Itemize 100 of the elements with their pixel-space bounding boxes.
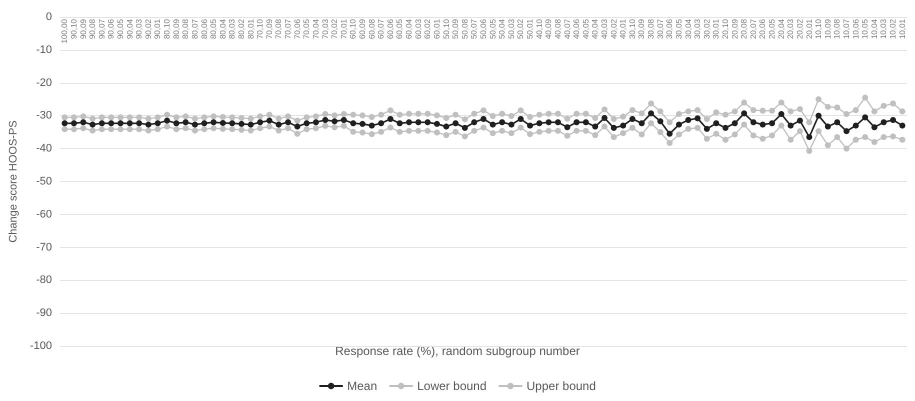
x-tick-label: 90,02 (144, 18, 153, 40)
x-tick-label: 20,10 (721, 18, 730, 40)
legend-label: Lower bound (417, 379, 487, 393)
x-tick-label: 20,04 (776, 18, 786, 40)
x-tick-label: 50,08 (460, 18, 470, 40)
x-tick-label: 20,03 (786, 18, 796, 40)
y-tick-label: 0 (46, 11, 52, 23)
x-tick-label: 50,07 (470, 18, 479, 40)
x-tick-label: 10,02 (888, 18, 898, 40)
y-tick-label: -10 (36, 44, 52, 56)
x-tick-label: 70,09 (264, 18, 274, 40)
x-tick-label: 90,05 (116, 18, 125, 40)
x-tick-label: 30,05 (674, 18, 684, 40)
x-tick-label: 40,09 (544, 18, 554, 40)
x-tick-label: 80,05 (209, 18, 218, 40)
x-tick-label: 20,01 (804, 18, 814, 40)
y-axis-title: Change score HOOS-PS (8, 120, 20, 243)
x-tick-label: 30,10 (628, 18, 637, 40)
x-tick-label: 80,02 (237, 18, 246, 40)
x-tick-label: 90,06 (106, 18, 116, 40)
y-tick-label: -60 (36, 208, 52, 220)
x-tick-label: 50,01 (526, 18, 535, 40)
x-tick-label: 50,04 (498, 18, 507, 40)
x-tick-label: 60,06 (386, 18, 395, 40)
x-tick-label: 20,08 (740, 18, 749, 40)
x-tick-label: 50,09 (451, 18, 460, 40)
x-tick-label: 40,10 (534, 18, 544, 40)
x-tick-label: 50,02 (516, 18, 526, 40)
x-tick-label: 70,03 (320, 18, 330, 40)
legend-label: Upper bound (526, 379, 596, 393)
x-tick-label: 30,07 (656, 18, 665, 40)
x-tick-label: 10,01 (898, 18, 907, 40)
x-tick-label: 40,04 (590, 18, 600, 40)
x-tick-label: 80,03 (228, 18, 237, 40)
x-tick-label: 20,09 (730, 18, 740, 40)
x-tick-label: 10,04 (870, 18, 879, 40)
x-tick-label: 50,05 (488, 18, 498, 40)
x-tick-label: 90,03 (134, 18, 144, 40)
x-tick-label: 30,01 (712, 18, 721, 40)
y-tick-label: -40 (36, 142, 52, 155)
x-tick-label: 40,03 (600, 18, 609, 40)
x-tick-label: 40,06 (572, 18, 582, 40)
x-tick-label: 80,04 (218, 18, 228, 40)
x-tick-label: 80,10 (162, 18, 172, 40)
x-tick-label: 70,07 (284, 18, 293, 40)
x-tick-label: 90,01 (153, 18, 162, 40)
y-tick-label: -20 (36, 76, 52, 89)
x-tick-label: 70,02 (330, 18, 340, 40)
x-tick-label: 60,08 (367, 18, 376, 40)
x-tick-label: 80,07 (190, 18, 200, 40)
x-tick-label: 10,06 (851, 18, 860, 40)
x-tick-label: 70,10 (256, 18, 265, 40)
x-tick-label: 30,08 (646, 18, 656, 40)
x-tick-label: 90,09 (78, 18, 88, 40)
x-tick-label: 60,05 (395, 18, 404, 40)
x-tick-label: 60,07 (376, 18, 386, 40)
x-tick-label: 70,05 (302, 18, 312, 40)
x-tick-label: 40,07 (562, 18, 572, 40)
x-tick-label: 90,04 (125, 18, 134, 40)
y-tick-label: -80 (36, 274, 52, 286)
x-tick-label: 70,06 (292, 18, 302, 40)
x-tick-label: 70,01 (339, 18, 348, 40)
x-axis-title: Response rate (%), random subgroup number (335, 344, 580, 358)
x-tick-label: 40,01 (618, 18, 628, 40)
x-tick-label: 40,05 (581, 18, 590, 40)
x-tick-label: 20,07 (748, 18, 758, 40)
x-tick-label: 60,09 (358, 18, 367, 40)
x-tick-label: 60,02 (423, 18, 432, 40)
x-tick-label: 40,02 (609, 18, 618, 40)
x-tick-label: 60,10 (348, 18, 358, 40)
x-tick-label: 60,04 (404, 18, 414, 40)
x-tick-label: 70,04 (311, 18, 320, 40)
y-tick-label: -30 (36, 110, 52, 122)
x-tick-label: 90,08 (88, 18, 98, 40)
x-tick-label: 80,01 (246, 18, 256, 40)
x-tick-label: 10,10 (814, 18, 824, 40)
x-tick-label: 30,06 (665, 18, 674, 40)
y-tick-label: -100 (30, 340, 52, 352)
legend-label: Mean (347, 379, 378, 393)
x-tick-label: 50,03 (506, 18, 516, 40)
x-tick-label: 80,06 (200, 18, 209, 40)
x-tick-label: 60,01 (432, 18, 442, 40)
x-tick-label: 20,06 (758, 18, 768, 40)
x-tick-label: 10,05 (860, 18, 870, 40)
x-tick-label: 10,08 (832, 18, 842, 40)
x-tick-label: 70,08 (274, 18, 284, 40)
x-tick-label: 40,08 (553, 18, 562, 40)
y-tick-label: -90 (36, 307, 52, 320)
x-tick-label: 30,09 (637, 18, 646, 40)
x-tick-label: 30,04 (684, 18, 693, 40)
y-tick-label: -50 (36, 176, 52, 188)
x-tick-label: 80,09 (172, 18, 181, 40)
x-tick-label: 60,03 (414, 18, 423, 40)
x-tick-label: 20,05 (768, 18, 777, 40)
x-tick-label: 30,02 (702, 18, 712, 40)
x-tick-label: 10,07 (842, 18, 851, 40)
x-tick-label: 20,02 (795, 18, 804, 40)
x-tick-label: 90,07 (97, 18, 106, 40)
x-tick-label: 30,03 (693, 18, 702, 40)
x-tick-label: 10,09 (823, 18, 832, 40)
